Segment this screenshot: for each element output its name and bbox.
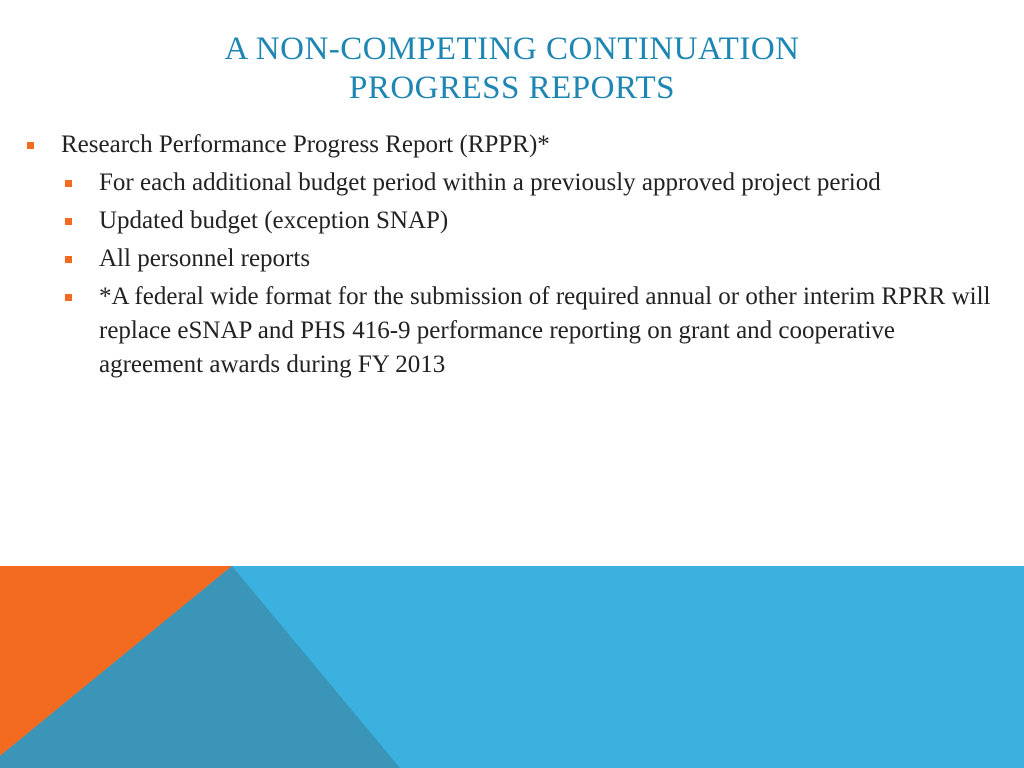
slide-title: A NON-COMPETING CONTINUATION PROGRESS RE… xyxy=(0,30,1024,108)
bullet-list: Research Performance Progress Report (RP… xyxy=(0,128,1024,382)
bullet-text: Updated budget (exception SNAP) xyxy=(99,207,449,234)
sub-bullet-item-budget-period: For each additional budget period within… xyxy=(0,166,1024,200)
square-bullet-icon xyxy=(65,256,72,263)
footer-dark-triangle xyxy=(0,566,400,768)
bullet-text: Research Performance Progress Report (RP… xyxy=(61,131,550,158)
bullet-item-rppr: Research Performance Progress Report (RP… xyxy=(0,128,1024,162)
square-bullet-icon xyxy=(27,142,34,149)
title-line-2: PROGRESS REPORTS xyxy=(348,70,676,106)
decorative-footer-band xyxy=(0,566,1024,768)
bullet-text: For each additional budget period within… xyxy=(99,169,881,196)
title-line-1: A NON-COMPETING CONTINUATION xyxy=(224,31,800,67)
bullet-text: *A federal wide format for the submissio… xyxy=(99,283,991,378)
sub-bullet-item-personnel-reports: All personnel reports xyxy=(0,242,1024,276)
sub-bullet-item-updated-budget: Updated budget (exception SNAP) xyxy=(0,204,1024,238)
square-bullet-icon xyxy=(65,294,72,301)
square-bullet-icon xyxy=(65,218,72,225)
sub-bullet-item-federal-format: *A federal wide format for the submissio… xyxy=(0,280,1024,382)
bullet-text: All personnel reports xyxy=(99,245,311,272)
square-bullet-icon xyxy=(65,180,72,187)
